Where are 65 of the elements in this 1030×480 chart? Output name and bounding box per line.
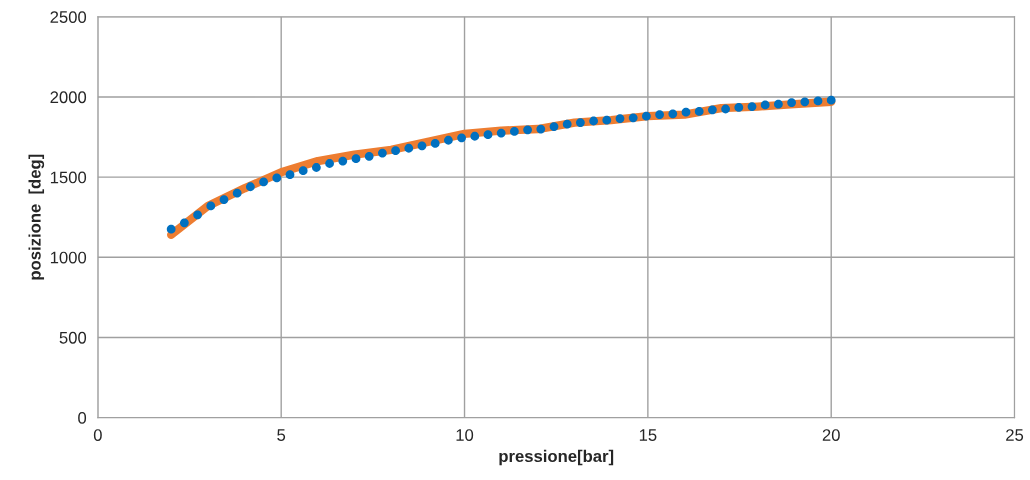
point [628,113,638,123]
y-tick-label: 1500 [50,171,87,184]
point [589,116,598,126]
point [312,163,321,172]
point [826,95,836,105]
point [800,97,810,107]
point [364,151,374,161]
point [562,119,572,129]
point [496,128,506,138]
x-tick-label: 0 [93,429,102,441]
point [694,107,704,116]
point [734,102,744,112]
point [470,131,480,141]
point [351,154,361,164]
point [378,148,387,158]
point [549,122,559,132]
point [285,170,295,180]
point [642,111,651,121]
point [404,143,414,153]
point [708,105,717,115]
y-tick-label: 1000 [50,251,87,264]
y-axis-title: posizione [deg] [28,154,45,280]
point [206,201,216,211]
point [523,125,532,135]
point [193,210,202,220]
point [774,99,783,109]
point [787,98,796,107]
point [391,146,400,156]
point [179,218,189,228]
y-tick-label: 2000 [50,91,87,104]
point [166,224,176,234]
point [576,118,585,127]
x-tick-label: 25 [1006,429,1024,441]
x-tick-label: 5 [277,429,286,441]
point [338,156,348,166]
point [298,166,308,176]
x-axis-title: pressione[bar] [499,449,614,466]
point [483,130,493,140]
y-tick-label: 500 [59,331,87,344]
point [219,195,229,204]
point [272,173,282,183]
point [602,115,612,125]
point [510,127,519,136]
point [615,114,625,123]
point [417,141,427,151]
y-tick-label: 2500 [50,11,87,23]
point [813,96,823,106]
point [246,182,255,192]
point [457,133,466,143]
point [536,124,546,134]
point [681,107,691,117]
point [668,109,678,119]
point [721,104,730,114]
point [760,100,770,110]
y-tick-label: 0 [78,412,87,424]
point [325,159,334,168]
x-tick-label: 10 [456,429,474,441]
point [430,139,440,148]
point [259,177,268,187]
point [655,110,664,119]
point [747,102,757,111]
point [444,135,453,145]
x-tick-label: 20 [822,429,840,441]
x-tick-label: 15 [639,429,657,441]
point [232,188,242,198]
